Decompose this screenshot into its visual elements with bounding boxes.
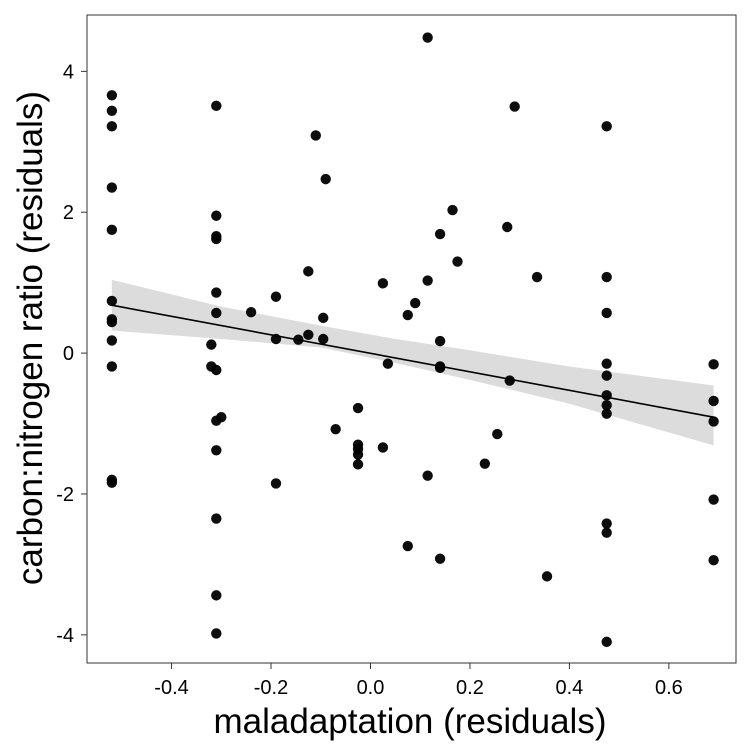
data-point: [601, 358, 612, 369]
data-point: [531, 271, 543, 283]
data-point: [352, 459, 364, 470]
confidence-band: [111, 279, 714, 446]
x-tick-label: -0.2: [254, 677, 288, 699]
x-tick-label: 0.6: [655, 677, 683, 699]
data-point: [502, 221, 513, 233]
data-point: [377, 278, 389, 289]
y-tick-label: -4: [56, 625, 74, 647]
data-point: [410, 297, 421, 309]
x-tick-label: -0.4: [154, 677, 188, 699]
data-point: [211, 513, 222, 524]
y-axis-ticks: -4 -2 0 2 4: [56, 61, 87, 647]
data-point: [106, 121, 118, 132]
x-axis-title: maladaptation (residuals): [214, 702, 607, 741]
data-point: [245, 307, 257, 318]
data-point: [601, 527, 612, 538]
data-point: [106, 224, 118, 236]
data-point: [601, 121, 612, 132]
data-point: [708, 395, 719, 407]
data-point: [310, 130, 321, 141]
data-point: [211, 445, 222, 456]
data-point: [601, 390, 612, 401]
data-point: [434, 228, 446, 240]
x-axis-ticks: -0.4 -0.2 0.0 0.2 0.4 0.6: [154, 663, 683, 699]
data-point: [106, 182, 118, 193]
y-tick-label: 2: [63, 202, 74, 224]
data-point: [422, 32, 433, 43]
data-point: [708, 554, 719, 566]
data-point: [708, 416, 719, 427]
data-point: [601, 408, 612, 419]
confidence-band-layer: [111, 279, 714, 446]
data-point: [106, 316, 118, 328]
data-point: [206, 339, 217, 350]
data-point: [708, 494, 719, 505]
data-point: [211, 628, 222, 639]
data-point: [601, 370, 612, 381]
data-point: [434, 362, 446, 374]
data-point: [402, 540, 413, 552]
y-tick-label: -2: [56, 484, 74, 506]
data-point: [303, 266, 314, 277]
data-point: [601, 636, 612, 648]
y-tick-label: 0: [63, 343, 74, 365]
data-point: [330, 423, 341, 435]
data-point: [601, 307, 612, 319]
data-point: [106, 295, 118, 307]
data-point: [106, 90, 118, 101]
points-layer: [106, 32, 719, 648]
data-point: [106, 477, 118, 488]
data-point: [320, 173, 331, 185]
data-point: [422, 275, 433, 286]
data-point: [106, 105, 118, 116]
data-point: [434, 553, 446, 564]
trend-line: [111, 304, 714, 418]
data-point: [211, 307, 222, 319]
x-tick-label: 0.4: [555, 677, 583, 699]
data-point: [270, 478, 282, 489]
data-point: [708, 359, 719, 370]
y-tick-label: 4: [63, 61, 74, 83]
data-point: [211, 590, 222, 601]
data-point: [601, 518, 612, 529]
y-axis-title: carbon:nitrogen ratio (residuals): [11, 91, 50, 585]
x-tick-label: 0.2: [456, 677, 484, 699]
data-point: [541, 571, 553, 582]
data-point: [352, 402, 364, 414]
data-point: [303, 329, 314, 340]
data-point: [211, 210, 222, 221]
x-tick-label: 0.0: [357, 677, 385, 699]
data-point: [509, 101, 520, 112]
data-point: [479, 458, 491, 469]
data-point: [270, 291, 282, 302]
data-point: [452, 256, 463, 267]
data-point: [318, 312, 329, 324]
data-point: [382, 358, 394, 369]
data-point: [422, 470, 433, 481]
data-point: [601, 400, 612, 411]
data-point: [492, 428, 503, 440]
data-point: [206, 361, 217, 372]
data-point: [402, 309, 413, 321]
data-point: [106, 335, 118, 346]
plot-frame: [86, 14, 737, 664]
data-point: [434, 335, 446, 347]
data-point: [377, 442, 389, 453]
data-point: [447, 204, 458, 216]
data-point: [211, 233, 222, 245]
data-point: [211, 100, 222, 112]
data-point: [601, 271, 612, 283]
data-point: [211, 287, 222, 298]
data-point: [352, 449, 364, 460]
data-point: [106, 361, 118, 372]
data-point: [318, 333, 329, 345]
data-point: [216, 411, 227, 423]
